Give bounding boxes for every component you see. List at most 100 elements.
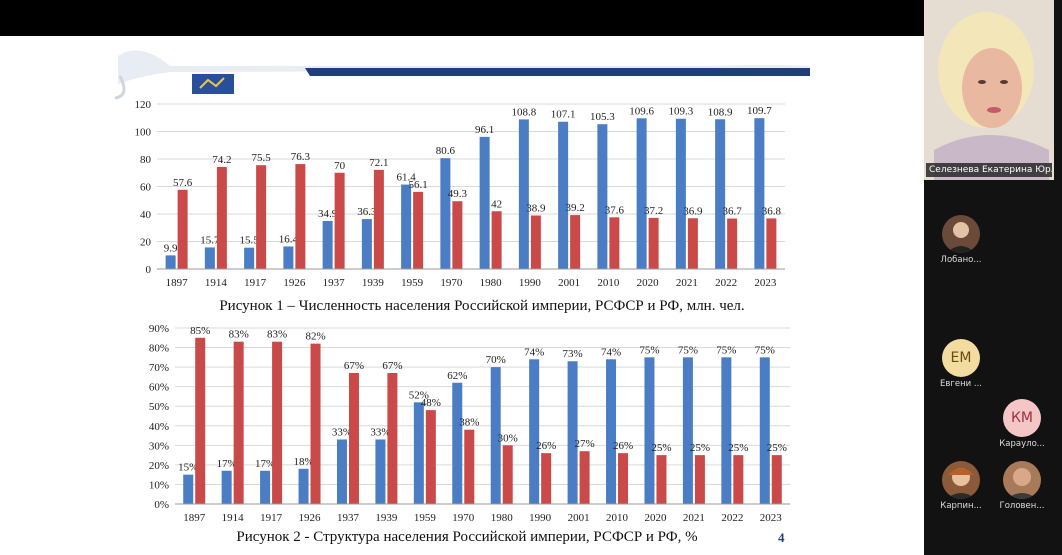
data-label: 30% <box>498 432 518 444</box>
x-tick-label: 1897 <box>183 512 206 524</box>
bar-urban <box>361 219 372 269</box>
data-label: 83% <box>229 329 249 341</box>
bar-urban <box>221 470 232 504</box>
data-label: 38% <box>459 417 479 429</box>
x-tick-label: 1990 <box>529 512 552 524</box>
population-structure-chart: 0% 10% 20% 30% 40% 50% 60% 70% 80% 90% 15% 85% 1897 1… <box>149 323 790 524</box>
bar-urban <box>606 359 617 504</box>
figure-2-caption: Рисунок 2 - Структура населения Российск… <box>236 529 698 545</box>
participant-tile[interactable]: КМ Караулo... <box>990 399 1054 449</box>
bar-urban <box>759 357 770 504</box>
presenter-video[interactable] <box>924 0 1054 180</box>
bar-rural <box>425 410 436 504</box>
data-label: 61.4 <box>397 172 417 184</box>
bar-urban <box>715 119 726 269</box>
x-tick-label: 1914 <box>222 512 245 524</box>
data-label: 33% <box>332 426 352 438</box>
x-tick-label: 2020 <box>644 512 667 524</box>
figure-1-caption: Рисунок 1 – Численность населения Россий… <box>219 298 745 314</box>
bar-urban <box>682 357 693 504</box>
x-tick-label: 2023 <box>754 277 777 289</box>
y-tick-label: 50% <box>149 401 169 413</box>
participant-name: Евгени ... <box>940 379 982 389</box>
bar-urban <box>322 221 333 269</box>
bar-rural <box>609 217 620 269</box>
bar-rural <box>195 337 206 504</box>
data-label: 73% <box>563 348 583 360</box>
participant-name: Головен... <box>999 501 1045 511</box>
x-tick-label: 1917 <box>244 277 267 289</box>
x-tick-label: 2001 <box>568 512 590 524</box>
bar-urban <box>260 470 271 504</box>
bar-urban <box>479 136 490 269</box>
x-tick-label: 1937 <box>323 277 346 289</box>
participant-tile[interactable]: ЕМ Евгени ... <box>929 339 993 389</box>
legend-label: сельское <box>492 300 540 301</box>
data-label: 34.9 <box>318 208 338 220</box>
data-label: 36.8 <box>762 205 782 217</box>
y-tick-label: 30% <box>149 440 169 452</box>
y-tick-label: 10% <box>149 479 169 491</box>
data-label: 25% <box>651 442 671 454</box>
data-label: 107.1 <box>551 109 576 121</box>
data-label: 74% <box>524 346 544 358</box>
y-tick-label: 90% <box>149 323 169 335</box>
data-label: 62% <box>447 370 467 382</box>
bar-urban <box>558 121 569 269</box>
bar-rural <box>348 372 359 504</box>
x-tick-label: 2023 <box>760 512 783 524</box>
x-tick-label: 1926 <box>299 512 322 524</box>
bar-urban <box>452 382 463 504</box>
participant-tile[interactable]: Карпин... <box>929 461 993 511</box>
data-label: 72.1 <box>369 157 388 169</box>
data-label: 109.3 <box>669 106 694 118</box>
data-label: 37.6 <box>605 204 625 216</box>
x-tick-label: 2021 <box>676 277 698 289</box>
data-label: 96.1 <box>475 124 494 136</box>
x-tick-label: 1939 <box>375 512 398 524</box>
data-label: 109.6 <box>629 105 654 117</box>
data-label: 39.2 <box>566 202 585 214</box>
x-tick-label: 1959 <box>401 277 424 289</box>
bar-urban <box>413 402 424 504</box>
bar-rural <box>530 215 541 269</box>
data-label: 38.9 <box>526 203 546 215</box>
x-tick-label: 1990 <box>519 277 542 289</box>
data-label: 57.6 <box>173 177 193 189</box>
data-label: 27% <box>575 438 595 450</box>
participant-tile[interactable]: Головен... <box>990 461 1054 511</box>
data-label: 17% <box>255 458 275 470</box>
bar-rural <box>373 169 384 269</box>
bar-urban <box>644 357 655 504</box>
data-label: 52% <box>409 389 429 401</box>
bar-urban <box>204 247 215 269</box>
data-label: 108.9 <box>708 106 733 118</box>
data-label: 25% <box>767 442 787 454</box>
bar-rural <box>256 165 267 269</box>
participant-name: Карпин... <box>940 501 982 511</box>
bar-rural <box>177 189 188 269</box>
x-tick-label: 1937 <box>337 512 360 524</box>
bar-rural <box>733 455 744 504</box>
y-tick-label: 40 <box>140 209 152 221</box>
y-tick-label: 80 <box>140 154 152 166</box>
y-tick-label: 60% <box>149 382 169 394</box>
bar-rural <box>413 191 424 269</box>
bar-rural <box>687 218 698 269</box>
data-label: 67% <box>382 360 402 372</box>
bar-rural <box>570 215 581 269</box>
participant-avatar-initials: КМ <box>1003 399 1041 437</box>
data-label: 76.3 <box>291 151 311 163</box>
x-tick-label: 2022 <box>721 512 743 524</box>
data-label: 80.6 <box>436 145 456 157</box>
data-label: 36.9 <box>683 205 703 217</box>
data-label: 70 <box>334 160 346 172</box>
participant-tile[interactable]: Лобано... <box>929 215 993 265</box>
y-tick-label: 80% <box>149 343 169 355</box>
bar-rural <box>464 429 475 504</box>
population-count-chart: 0 20 40 60 80 100 120 9.9 57.6 1897 15.7 74.2 1914 15… <box>135 99 785 301</box>
bar-rural <box>766 218 777 269</box>
x-tick-label: 2001 <box>558 277 580 289</box>
data-label: 70% <box>486 354 506 366</box>
bar-urban <box>754 118 765 269</box>
